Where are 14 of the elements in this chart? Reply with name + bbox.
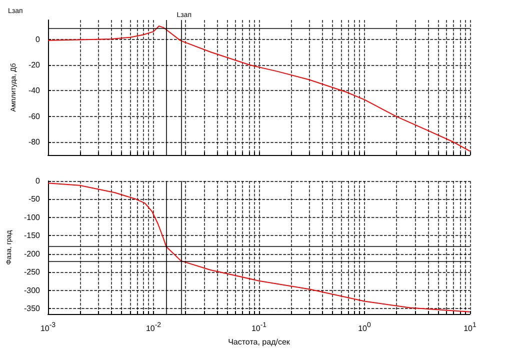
x-axis-title: Частота, рад/сек — [228, 338, 290, 346]
y-tick-label: -300 — [24, 286, 41, 295]
y-tick-label: -100 — [24, 212, 41, 222]
y-tick-label: 0 — [36, 176, 41, 186]
y-tick-label: 0 — [36, 34, 41, 44]
y-tick-label: -50 — [28, 194, 41, 204]
y-tick-label: -20 — [28, 60, 41, 70]
y-tick-label: -350 — [24, 304, 41, 314]
y-tick-label: -150 — [24, 231, 41, 240]
y-tick-label: -250 — [24, 268, 41, 277]
y-tick-label: -200 — [24, 249, 41, 258]
y-tick-label: -80 — [28, 138, 41, 147]
y-tick-label: -40 — [28, 86, 41, 96]
y-tick-label: -60 — [28, 112, 41, 121]
